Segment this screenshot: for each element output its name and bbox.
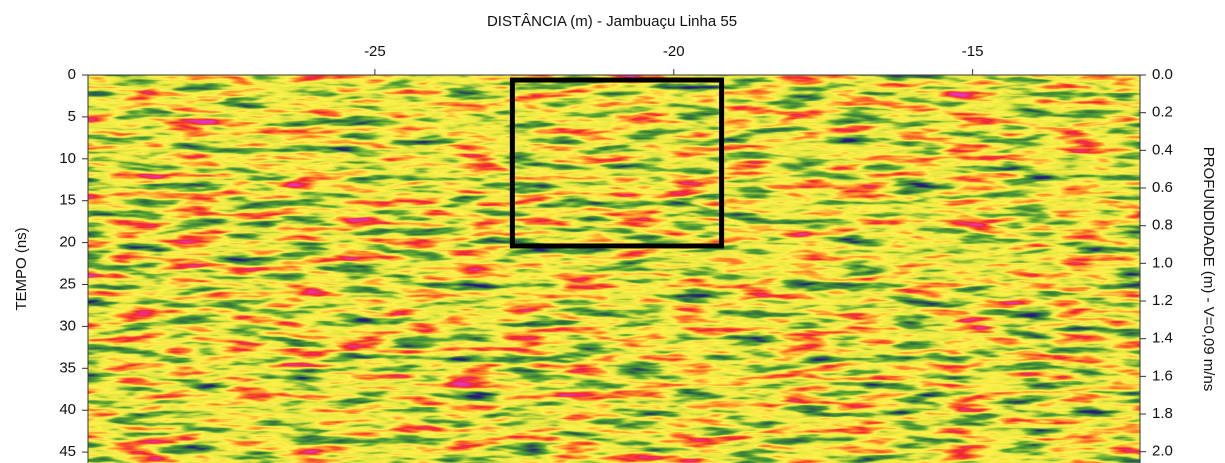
x-tick-label: -15 <box>962 43 984 60</box>
y2-tick-label: 1.4 <box>1152 330 1173 347</box>
y-tick-label: 30 <box>59 317 76 334</box>
y2-axis-label: PROFUNDIDADE (m) - V=0,09 m/ns <box>1200 147 1217 392</box>
y2-tick-label: 1.8 <box>1152 405 1173 422</box>
y-tick-label: 35 <box>59 359 76 376</box>
y2-tick-label: 1.0 <box>1152 254 1173 271</box>
y2-tick-label: 0.4 <box>1152 141 1173 158</box>
y-tick-label: 5 <box>68 108 76 125</box>
x-tick-label: -20 <box>663 43 685 60</box>
y2-tick-label: 0.0 <box>1152 66 1173 83</box>
y-tick-label: 25 <box>59 275 76 292</box>
y-tick-label: 45 <box>59 443 76 460</box>
y2-tick-label: 0.8 <box>1152 217 1173 234</box>
y-tick-label: 15 <box>59 192 76 209</box>
y-tick-label: 10 <box>59 150 76 167</box>
y2-tick-label: 1.6 <box>1152 367 1173 384</box>
y2-tick-label: 1.2 <box>1152 292 1173 309</box>
y-axis-label: TEMPO (ns) <box>13 227 30 310</box>
highlight-box <box>509 77 725 249</box>
y-tick-label: 20 <box>59 234 76 251</box>
plot-frame <box>87 74 1141 463</box>
radar-image <box>88 75 1140 463</box>
y2-tick-label: 2.0 <box>1152 443 1173 460</box>
y2-tick-label: 0.6 <box>1152 179 1173 196</box>
y-tick-label: 0 <box>68 66 76 83</box>
y2-tick-label: 0.2 <box>1152 104 1173 121</box>
x-tick-label: -25 <box>364 43 386 60</box>
chart-title: DISTÂNCIA (m) - Jambuaçu Linha 55 <box>487 13 737 30</box>
y-tick-label: 40 <box>59 401 76 418</box>
